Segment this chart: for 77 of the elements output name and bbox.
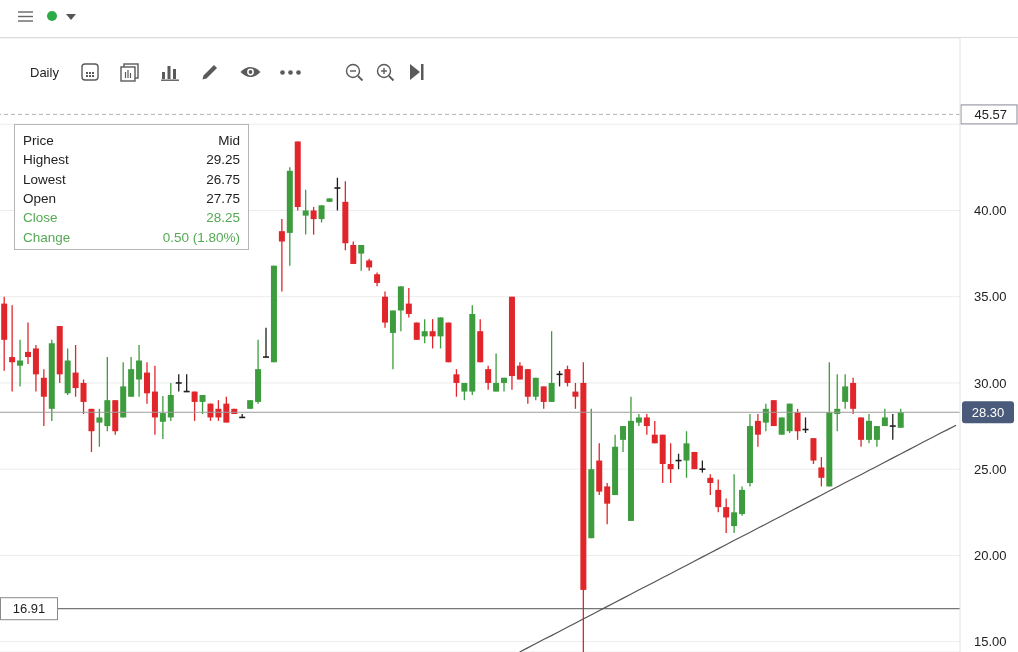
candlestick xyxy=(548,330,555,403)
candlestick xyxy=(667,442,674,484)
candlestick xyxy=(167,382,174,422)
y-tick-label: 25.00 xyxy=(974,461,1007,477)
candlestick xyxy=(818,456,825,488)
ref-line-label: 16.91 xyxy=(12,601,46,617)
candlestick xyxy=(262,327,270,358)
candlestick xyxy=(858,416,865,448)
candlestick xyxy=(389,309,396,370)
candlestick xyxy=(888,413,897,441)
candlestick xyxy=(159,395,166,440)
annotation: 29.25 xyxy=(206,151,240,169)
candlestick xyxy=(715,478,722,513)
candlestick xyxy=(873,425,880,448)
candlestick xyxy=(620,425,627,453)
candlestick xyxy=(493,352,500,393)
candlestick xyxy=(405,287,412,319)
candlestick xyxy=(865,413,872,444)
annotation: 28.25 xyxy=(206,209,240,227)
annotation: Close xyxy=(23,209,58,227)
ref-line-label: 28.30 xyxy=(971,404,1005,420)
annotation: Mid xyxy=(218,132,240,149)
candlestick xyxy=(144,361,150,405)
candlestick xyxy=(683,430,690,479)
candlestick xyxy=(333,177,342,212)
annotation: Open xyxy=(23,189,57,207)
candlestick xyxy=(310,206,317,236)
y-tick-label: 30.00 xyxy=(974,375,1007,391)
candlestick xyxy=(302,189,309,236)
candlestick xyxy=(707,473,714,496)
annotation: Price xyxy=(23,132,54,149)
y-tick-label: 15.00 xyxy=(974,634,1007,650)
candlestick xyxy=(17,339,24,388)
candlestick xyxy=(604,482,611,526)
ref-line-label: 45.57 xyxy=(974,107,1007,123)
candlestick xyxy=(24,321,31,365)
candlestick xyxy=(9,304,16,393)
candlestick xyxy=(453,368,460,398)
candlestick xyxy=(358,244,365,272)
annotation: Daily xyxy=(30,65,59,81)
candlestick xyxy=(540,385,547,410)
annotation: 27.75 xyxy=(206,189,240,207)
candlestick xyxy=(810,437,817,465)
candlestick xyxy=(88,408,95,453)
candlestick xyxy=(754,413,761,448)
candlestick xyxy=(40,368,47,427)
annotation: 0.50 (1.80%) xyxy=(162,228,240,246)
candlestick xyxy=(731,473,738,534)
candlestick xyxy=(437,316,444,350)
candlestick xyxy=(643,413,650,436)
candlestick xyxy=(72,344,79,398)
candlestick xyxy=(223,396,230,424)
candlestick xyxy=(191,390,198,422)
candlestick xyxy=(842,373,849,410)
candlestick xyxy=(278,218,285,293)
candlestick xyxy=(897,408,904,429)
y-tick-label: 20.00 xyxy=(974,548,1007,564)
y-tick-label: 40.00 xyxy=(974,203,1007,219)
annotation: Lowest xyxy=(23,170,66,188)
candlestick xyxy=(501,377,508,393)
y-tick-label: 35.00 xyxy=(974,289,1007,305)
annotation: 26.75 xyxy=(206,170,240,188)
candlestick xyxy=(485,365,492,391)
candlestick xyxy=(421,318,428,344)
candlestick xyxy=(564,365,571,388)
candlestick xyxy=(199,394,206,415)
candlestick xyxy=(723,497,730,534)
candlestick xyxy=(572,382,579,410)
candlestick xyxy=(794,408,801,441)
annotation: Change xyxy=(23,228,71,246)
annotation: Highest xyxy=(23,151,69,169)
candlestick xyxy=(136,344,143,398)
candlestick xyxy=(762,402,769,432)
candlestick xyxy=(350,240,357,265)
candlestick xyxy=(429,318,436,350)
candlestick xyxy=(96,408,103,448)
candlestick xyxy=(80,378,87,415)
